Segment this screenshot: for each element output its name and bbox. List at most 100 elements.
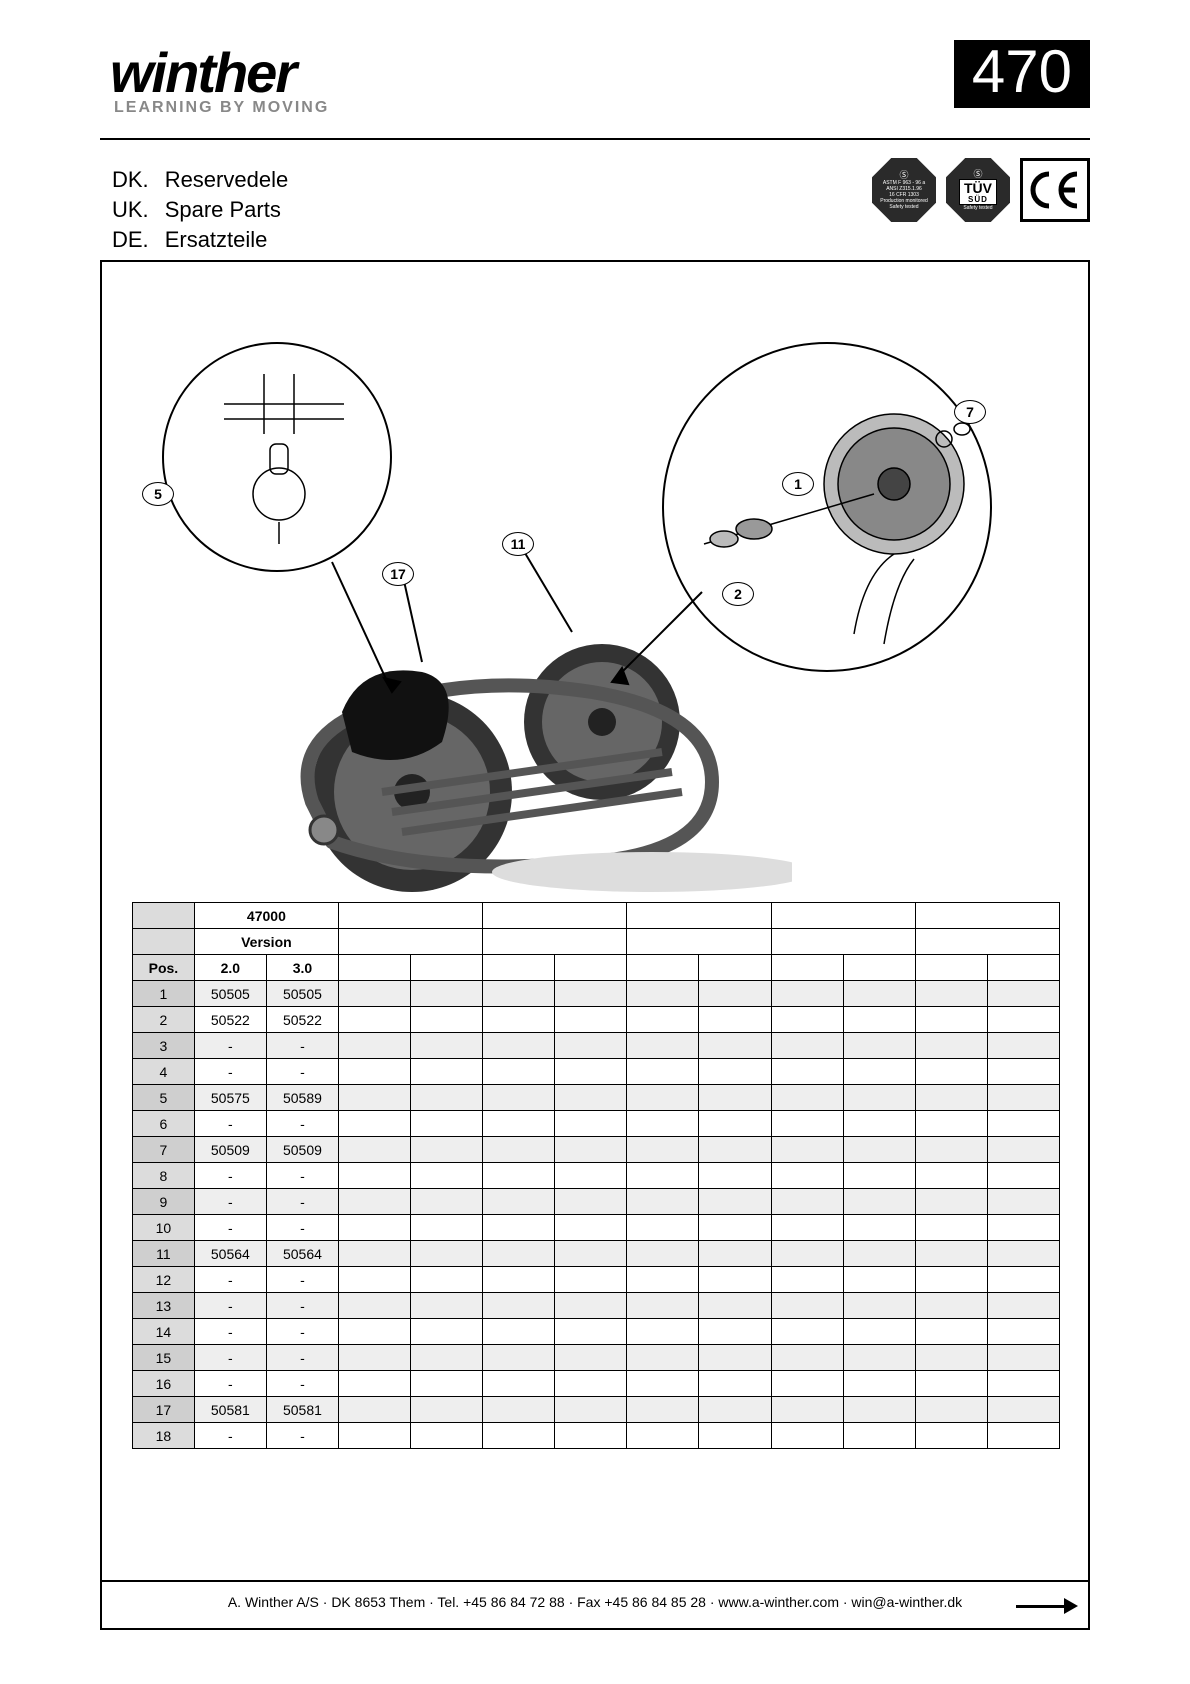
empty-cell — [627, 1397, 699, 1423]
footer-rule — [102, 1580, 1088, 1582]
table-row: 9-- — [133, 1189, 1060, 1215]
tuv-main: TÜV — [960, 181, 996, 195]
empty-cell — [771, 1007, 843, 1033]
title-list: DK.Reservedele UK.Spare Parts DE.Ersatzt… — [110, 164, 304, 256]
empty-cell — [987, 1215, 1059, 1241]
empty-cell — [555, 1137, 627, 1163]
part-cell: - — [266, 1293, 338, 1319]
empty-cell — [555, 1033, 627, 1059]
table-row: 15050550505 — [133, 981, 1060, 1007]
pos-cell: 3 — [133, 1033, 195, 1059]
empty-cell — [987, 1319, 1059, 1345]
empty-cell — [627, 1189, 699, 1215]
empty-cell — [987, 1293, 1059, 1319]
empty-cell — [483, 1033, 555, 1059]
callout-bubble: 1 — [782, 472, 814, 496]
empty-cell — [411, 1345, 483, 1371]
empty-cell — [843, 1007, 915, 1033]
title-text: Ersatzteile — [165, 226, 303, 254]
callout-bubble: 11 — [502, 532, 534, 556]
empty-cell — [915, 1007, 987, 1033]
table-row: 6-- — [133, 1111, 1060, 1137]
version-header: 2.0 — [194, 955, 266, 981]
empty-cell — [699, 1293, 771, 1319]
part-cell: - — [266, 1371, 338, 1397]
empty-cell — [843, 1163, 915, 1189]
empty-cell — [915, 1371, 987, 1397]
part-cell: - — [194, 1163, 266, 1189]
part-cell: 50564 — [194, 1241, 266, 1267]
empty-cell — [987, 1267, 1059, 1293]
empty-cell — [771, 1319, 843, 1345]
empty-cell — [411, 1007, 483, 1033]
empty-cell — [483, 1319, 555, 1345]
empty-cell — [843, 1033, 915, 1059]
part-cell: - — [194, 1423, 266, 1449]
part-cell: - — [194, 1111, 266, 1137]
empty-cell — [411, 1189, 483, 1215]
empty-cell — [627, 1423, 699, 1449]
empty-cell — [987, 1397, 1059, 1423]
tuv-badge-icon: Ⓢ TÜV SÜD Safety tested — [946, 158, 1010, 222]
table-row: 8-- — [133, 1163, 1060, 1189]
empty-cell — [771, 1033, 843, 1059]
table-row: 13-- — [133, 1293, 1060, 1319]
empty-cell — [338, 981, 410, 1007]
callout-bubble: 7 — [954, 400, 986, 424]
empty-cell — [338, 1267, 410, 1293]
empty-cell — [627, 1137, 699, 1163]
empty-cell — [411, 1163, 483, 1189]
table-row: 25052250522 — [133, 1007, 1060, 1033]
pos-cell: 14 — [133, 1319, 195, 1345]
empty-cell — [483, 1267, 555, 1293]
exploded-diagram: 51711127 — [102, 262, 1088, 902]
empty-cell — [915, 1111, 987, 1137]
empty-cell — [987, 1345, 1059, 1371]
empty-cell — [915, 1059, 987, 1085]
empty-cell — [699, 1111, 771, 1137]
empty-cell — [771, 1241, 843, 1267]
empty-cell — [627, 1267, 699, 1293]
empty-cell — [555, 1215, 627, 1241]
empty-cell — [411, 1033, 483, 1059]
part-cell: - — [194, 1059, 266, 1085]
pos-cell: 4 — [133, 1059, 195, 1085]
next-page-arrow-icon — [1016, 1598, 1078, 1614]
empty-cell — [555, 1371, 627, 1397]
empty-cell — [699, 1085, 771, 1111]
empty-cell — [699, 1345, 771, 1371]
empty-cell — [915, 1293, 987, 1319]
table-row: 115056450564 — [133, 1241, 1060, 1267]
empty-cell — [843, 1189, 915, 1215]
empty-cell — [987, 1241, 1059, 1267]
header-rule — [100, 138, 1090, 140]
pos-cell: 1 — [133, 981, 195, 1007]
version-label: Version — [194, 929, 338, 955]
part-cell: - — [194, 1267, 266, 1293]
empty-cell — [699, 1215, 771, 1241]
pos-cell: 13 — [133, 1293, 195, 1319]
empty-cell — [411, 1423, 483, 1449]
part-cell: - — [266, 1423, 338, 1449]
title-lang: DK. — [112, 166, 163, 194]
empty-cell — [555, 981, 627, 1007]
empty-cell — [915, 1163, 987, 1189]
part-cell: - — [194, 1371, 266, 1397]
empty-cell — [338, 1371, 410, 1397]
part-cell: - — [266, 1319, 338, 1345]
empty-cell — [699, 1241, 771, 1267]
title-lang: DE. — [112, 226, 163, 254]
empty-cell — [338, 1163, 410, 1189]
empty-cell — [411, 1059, 483, 1085]
table-row: 55057550589 — [133, 1085, 1060, 1111]
part-cell: - — [266, 1345, 338, 1371]
empty-cell — [699, 1163, 771, 1189]
empty-cell — [411, 1241, 483, 1267]
empty-cell — [411, 981, 483, 1007]
pos-cell: 16 — [133, 1371, 195, 1397]
empty-cell — [338, 1423, 410, 1449]
table-row-product: 47000 — [133, 903, 1060, 929]
empty-cell — [771, 1085, 843, 1111]
empty-cell — [411, 1319, 483, 1345]
pos-cell: 12 — [133, 1267, 195, 1293]
